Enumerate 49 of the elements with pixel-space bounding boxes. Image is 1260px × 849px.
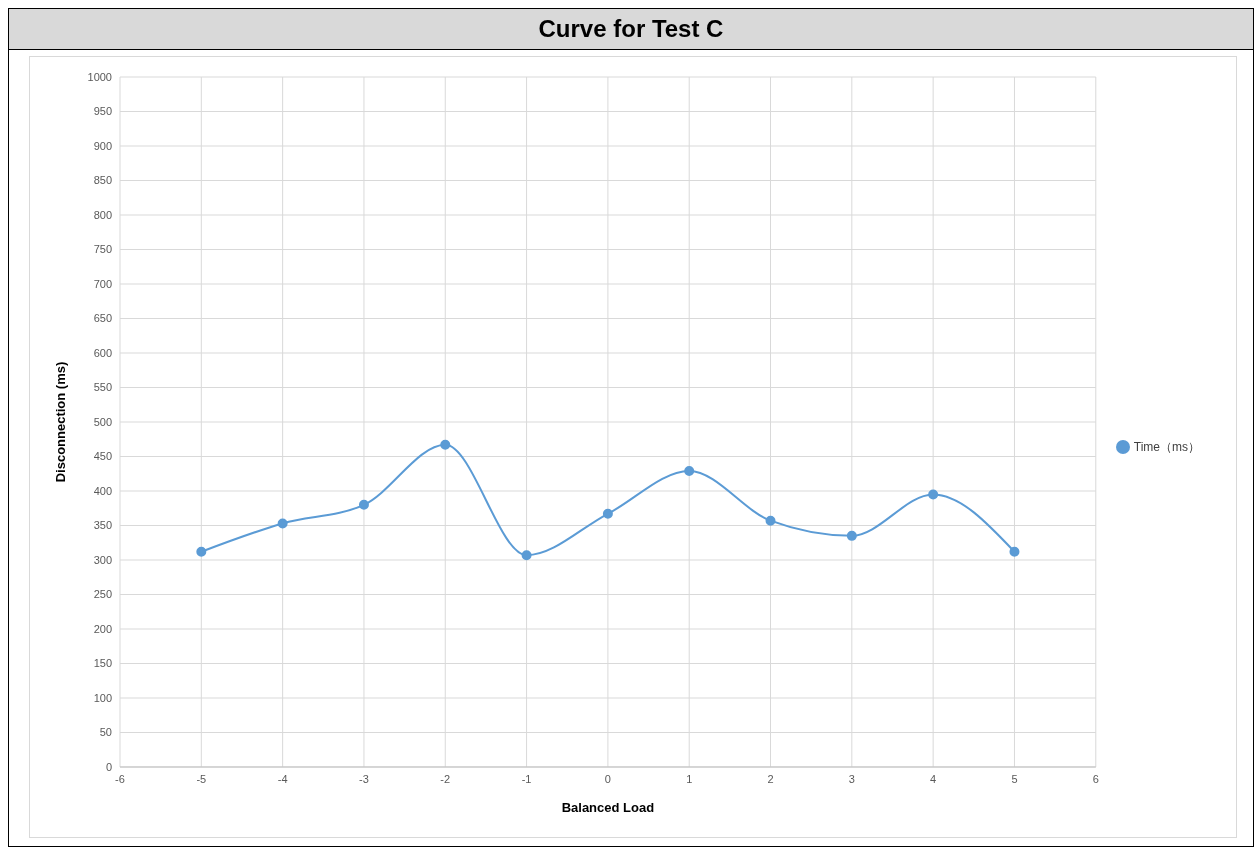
y-tick-label: 750 xyxy=(93,243,112,256)
y-tick-label: 400 xyxy=(93,484,112,497)
y-tick-label: 300 xyxy=(93,553,112,566)
y-axis-title: Disconnection (ms) xyxy=(52,361,68,483)
y-tick-label: 550 xyxy=(93,381,112,394)
x-tick-label: -1 xyxy=(521,772,532,785)
y-tick-label: 450 xyxy=(93,450,112,463)
y-tick-label: 500 xyxy=(93,415,112,428)
point xyxy=(358,499,369,510)
point xyxy=(1009,546,1020,557)
y-tick-label: 1000 xyxy=(87,70,112,83)
x-tick-label: 6 xyxy=(1092,772,1099,785)
y-tick-label: 850 xyxy=(93,174,112,187)
x-tick-label: 3 xyxy=(848,772,855,785)
y-tick-label: 600 xyxy=(93,346,112,359)
point xyxy=(928,489,939,500)
point xyxy=(684,465,695,476)
x-tick-label: -5 xyxy=(196,772,207,785)
y-tick-label: 50 xyxy=(99,726,112,739)
legend-label: Time（ms） xyxy=(1133,439,1200,454)
x-tick-label: -3 xyxy=(359,772,369,785)
point xyxy=(602,508,613,519)
y-tick-label: 950 xyxy=(93,105,112,118)
y-tick-label: 100 xyxy=(93,691,112,704)
point xyxy=(765,515,776,526)
y-tick-label: 650 xyxy=(93,312,112,325)
x-tick-label: 0 xyxy=(604,772,611,785)
x-tick-label: 4 xyxy=(930,772,937,785)
x-tick-label: -6 xyxy=(115,772,125,785)
point xyxy=(440,439,451,450)
y-tick-label: 150 xyxy=(93,657,112,670)
point xyxy=(846,530,857,541)
y-tick-label: 350 xyxy=(93,519,112,532)
y-tick-label: 200 xyxy=(93,622,112,635)
x-tick-label: 1 xyxy=(686,772,693,785)
y-tick-label: 800 xyxy=(93,208,112,221)
point xyxy=(277,518,288,529)
y-tick-label: 250 xyxy=(93,588,112,601)
x-tick-label: 2 xyxy=(767,772,774,785)
y-tick-label: 900 xyxy=(93,139,112,152)
y-tick-label: 700 xyxy=(93,277,112,290)
x-tick-label: 5 xyxy=(1011,772,1018,785)
x-tick-label: -2 xyxy=(440,772,451,785)
point xyxy=(196,546,207,557)
chart-title: Curve for Test C xyxy=(9,9,1253,50)
y-tick-label: 0 xyxy=(105,760,112,773)
x-tick-label: -4 xyxy=(277,772,288,785)
point xyxy=(521,550,532,561)
x-axis-title: Balanced Load xyxy=(561,800,655,815)
